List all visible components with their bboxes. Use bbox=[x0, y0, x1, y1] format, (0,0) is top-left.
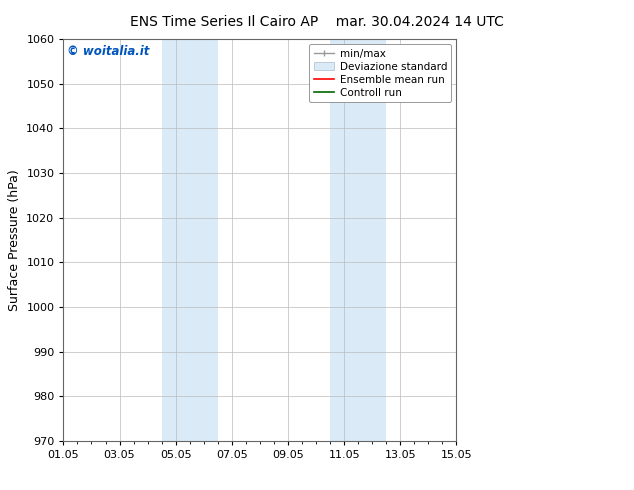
Legend: min/max, Deviazione standard, Ensemble mean run, Controll run: min/max, Deviazione standard, Ensemble m… bbox=[309, 45, 451, 102]
Bar bbox=[330, 39, 386, 441]
Text: © woitalia.it: © woitalia.it bbox=[67, 45, 150, 58]
Bar bbox=[162, 39, 218, 441]
Y-axis label: Surface Pressure (hPa): Surface Pressure (hPa) bbox=[8, 169, 21, 311]
Text: ENS Time Series Il Cairo AP    mar. 30.04.2024 14 UTC: ENS Time Series Il Cairo AP mar. 30.04.2… bbox=[130, 15, 504, 29]
